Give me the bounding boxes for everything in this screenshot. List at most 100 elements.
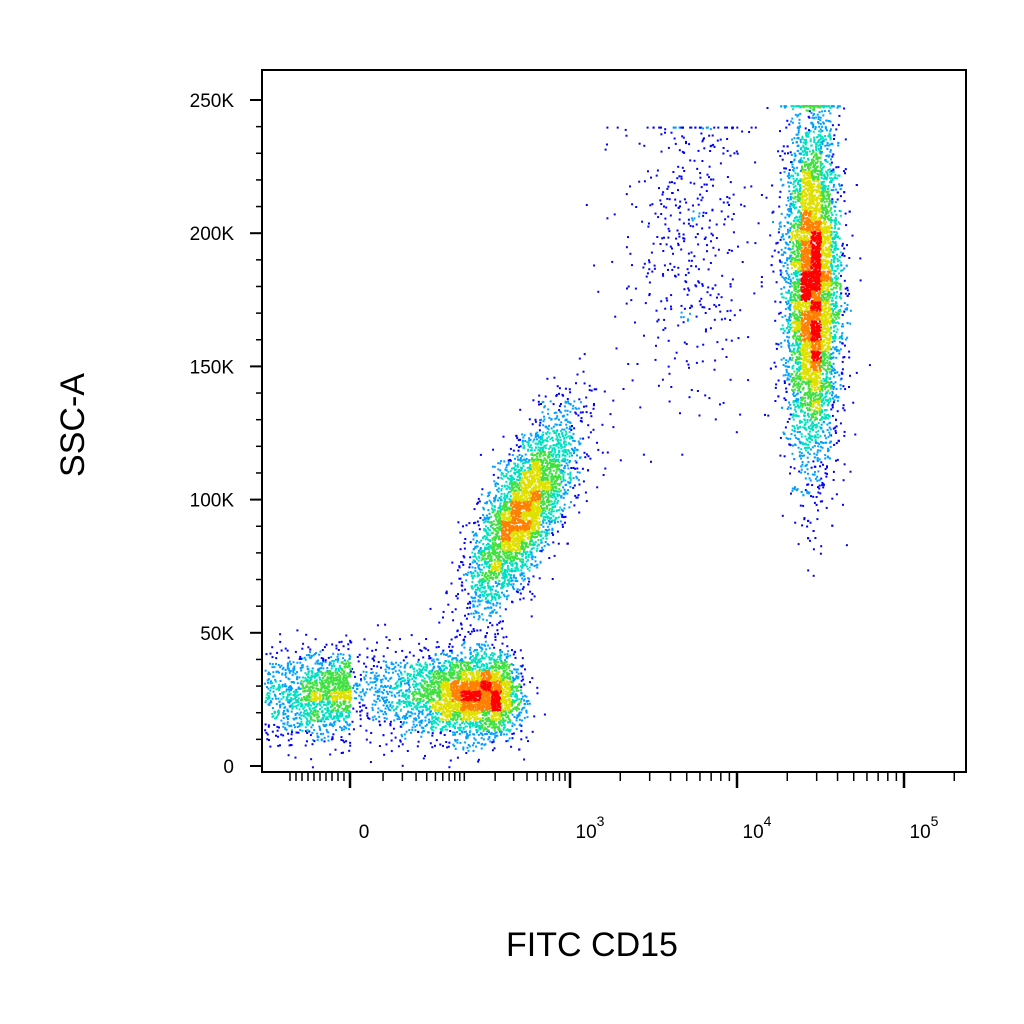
event-dot: [500, 732, 503, 735]
event-dot: [308, 692, 311, 695]
event-dot: [489, 732, 492, 735]
event-dot: [383, 720, 386, 723]
event-dot: [459, 724, 462, 727]
event-dot: [429, 657, 431, 660]
event-dot: [418, 710, 420, 713]
event-dot: [488, 702, 491, 705]
event-dot: [478, 699, 481, 702]
event-dot: [517, 703, 519, 706]
event-dot: [478, 726, 481, 729]
event-dot: [331, 717, 334, 720]
event-dot: [499, 696, 501, 699]
event-dot: [370, 732, 373, 734]
event-dot: [315, 682, 318, 684]
event-dot: [492, 690, 495, 693]
event-dot: [416, 745, 419, 748]
event-dot: [484, 576, 487, 578]
event-dot: [472, 707, 475, 710]
event-dot: [403, 665, 406, 668]
event-dot: [525, 695, 528, 698]
event-dot: [267, 671, 270, 674]
event-dot: [271, 712, 274, 715]
event-dot: [356, 685, 359, 688]
event-dot: [457, 697, 460, 700]
event-dot: [397, 678, 400, 681]
event-dot: [508, 706, 511, 709]
event-dot: [475, 721, 478, 724]
event-dot: [341, 672, 344, 675]
event-dot: [485, 696, 488, 699]
event-dot: [331, 684, 334, 687]
event-dot: [483, 690, 485, 693]
event-dot: [338, 696, 341, 698]
event-dot: [500, 694, 503, 697]
event-dot: [322, 672, 325, 675]
event-dot: [467, 667, 470, 670]
event-dot: [320, 686, 323, 689]
event-dot: [268, 739, 270, 741]
event-dot: [378, 699, 381, 702]
event-dot: [447, 678, 450, 681]
event-dot: [498, 718, 501, 720]
event-dot: [408, 703, 411, 705]
event-dot: [486, 683, 489, 686]
event-dot: [470, 684, 473, 687]
event-dot: [461, 693, 464, 696]
event-dot: [281, 683, 284, 686]
event-dot: [266, 686, 268, 689]
event-dot: [488, 656, 491, 659]
event-dot: [370, 668, 373, 671]
event-dot: [459, 715, 461, 718]
event-dot: [348, 657, 351, 660]
event-dot: [337, 683, 340, 686]
event-dot: [342, 685, 345, 688]
event-dot: [347, 643, 350, 646]
event-dot: [290, 710, 293, 713]
event-dot: [400, 673, 403, 676]
event-dot: [434, 715, 437, 718]
event-dot: [345, 662, 348, 665]
event-dot: [286, 664, 289, 667]
event-dot: [311, 766, 314, 769]
event-dot: [275, 715, 278, 718]
event-dot: [420, 693, 423, 696]
event-dot: [467, 749, 470, 752]
event-dot: [331, 676, 334, 679]
event-dot: [396, 685, 399, 688]
event-dot: [499, 469, 502, 472]
event-dot: [482, 706, 485, 708]
event-dot: [433, 716, 436, 719]
event-dot: [466, 715, 469, 718]
event-dot: [492, 738, 495, 741]
event-dot: [407, 711, 410, 714]
event-dot: [455, 719, 458, 722]
event-dot: [477, 684, 480, 687]
event-dot: [502, 670, 505, 672]
event-dot: [283, 685, 286, 688]
event-dot: [452, 682, 455, 685]
event-dot: [330, 696, 333, 699]
event-dot: [327, 700, 330, 703]
event-dot: [373, 715, 376, 718]
event-dot: [407, 701, 410, 704]
event-dot: [522, 678, 525, 681]
event-dot: [509, 719, 512, 722]
event-dot: [344, 700, 347, 703]
event-dot: [413, 673, 416, 676]
event-dot: [316, 696, 319, 699]
event-dot: [420, 705, 423, 708]
event-dot: [268, 692, 271, 695]
event-dot: [503, 675, 506, 678]
event-dot: [469, 646, 472, 649]
event-dot: [364, 691, 367, 694]
event-dot: [321, 664, 324, 667]
event-dot: [476, 721, 479, 724]
event-dot: [333, 702, 336, 705]
event-dot: [321, 649, 324, 651]
event-dot: [518, 748, 521, 751]
event-dot: [295, 691, 298, 694]
event-dot: [414, 688, 417, 691]
event-dot: [495, 696, 498, 699]
event-dot: [481, 690, 484, 693]
event-dot: [512, 699, 515, 702]
